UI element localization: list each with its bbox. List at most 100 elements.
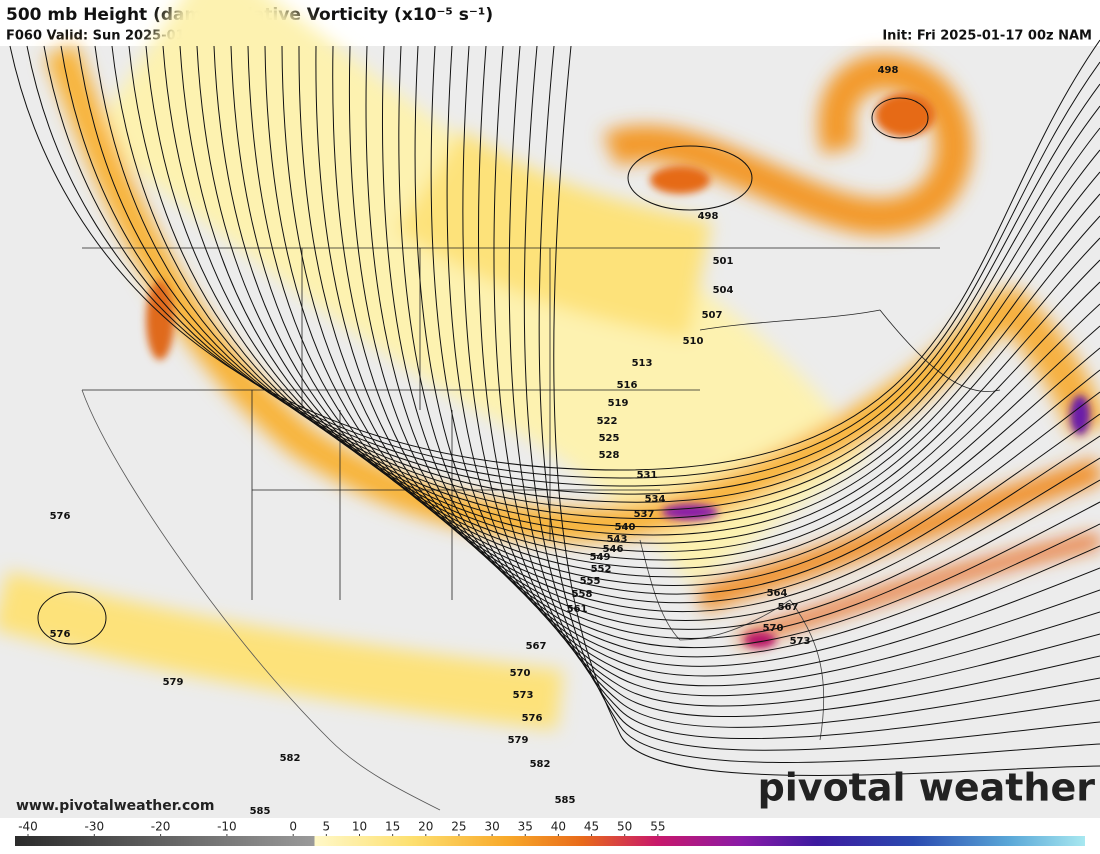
colorbar-tick-label: 15 <box>385 820 400 834</box>
contour-line <box>871 97 929 139</box>
contour-line <box>365 45 1100 649</box>
contour-line <box>298 45 1100 613</box>
contour-line <box>523 45 1100 751</box>
contour-line <box>111 45 1100 519</box>
contour-label: 579 <box>163 677 184 688</box>
contour-label: 501 <box>713 256 734 267</box>
contour-label: 573 <box>513 690 534 701</box>
contour-label: 540 <box>615 522 636 533</box>
contour-line <box>264 45 1100 595</box>
contour-label: 579 <box>508 735 529 746</box>
contour-label: 555 <box>580 576 601 587</box>
contour-line <box>196 45 1100 561</box>
contour-line <box>128 45 1100 528</box>
colorbar-tick-label: 10 <box>352 820 367 834</box>
contour-line <box>43 45 1100 487</box>
contour-label: 528 <box>599 450 620 461</box>
contour-label: 576 <box>522 713 543 724</box>
contour-label: 582 <box>280 753 301 764</box>
contour-label: 582 <box>530 759 551 770</box>
contour-line <box>627 145 753 211</box>
contour-label: 585 <box>250 806 271 817</box>
colorbar-tick-label: 25 <box>451 820 466 834</box>
contour-line <box>247 45 1100 586</box>
colorbar-tick-label: 0 <box>289 820 297 834</box>
contour-line <box>508 45 1100 740</box>
colorbar-tick-label: 55 <box>650 820 665 834</box>
contour-line <box>538 45 1100 763</box>
contour-label: 567 <box>778 602 799 613</box>
contour-line <box>281 45 1100 604</box>
brand-watermark: pivotal weather <box>758 766 1096 810</box>
contour-label: 513 <box>632 358 653 369</box>
contour-line <box>398 45 1100 667</box>
contour-line <box>213 45 1100 569</box>
colorbar-tick-label: 20 <box>418 820 433 834</box>
contour-label: 558 <box>572 589 593 600</box>
contour-line <box>493 45 1100 728</box>
contour-line <box>332 45 1100 630</box>
contour-label: 537 <box>634 509 655 520</box>
contour-label: 498 <box>698 211 719 222</box>
contour-label: 564 <box>767 588 788 599</box>
colorbar-tick-label: 30 <box>484 820 499 834</box>
colorbar-tick-label: -10 <box>217 820 237 834</box>
contour-line <box>414 45 1100 677</box>
colorbar-ticks: -40 -30 -20 -10 0 5 10 15 20 25 30 35 40 45 50 55 <box>18 820 665 836</box>
contour-label: 552 <box>591 564 612 575</box>
contour-label: 534 <box>645 494 666 505</box>
borders <box>81 247 1001 811</box>
colorbar-tick-label: 45 <box>584 820 599 834</box>
contour-label: 546 <box>603 544 624 555</box>
contour-line <box>37 591 107 645</box>
contour-label: 573 <box>790 636 811 647</box>
contour-line <box>553 45 1100 776</box>
contour-line <box>179 45 1100 552</box>
contour-line <box>462 45 1100 707</box>
height-contours <box>9 39 1100 776</box>
contour-label: 531 <box>637 470 658 481</box>
contour-label: 498 <box>878 65 899 76</box>
colorbar-tick-label: 5 <box>323 820 331 834</box>
contour-label: 504 <box>713 285 734 296</box>
contour-label: 570 <box>763 623 784 634</box>
contour-line <box>26 45 1100 479</box>
contour-line <box>162 45 1100 544</box>
contour-label: 561 <box>567 604 588 615</box>
colorbar <box>15 836 1085 846</box>
contour-label: 507 <box>702 310 723 321</box>
contour-line <box>348 45 1100 639</box>
colorbar-tick-label: 40 <box>551 820 566 834</box>
colorbar-tick-label: 50 <box>617 820 632 834</box>
contour-label: 576 <box>50 511 71 522</box>
contour-line <box>315 45 1100 621</box>
contour-label: 567 <box>526 641 547 652</box>
contour-line <box>230 45 1100 578</box>
contour-line <box>60 45 1100 495</box>
contour-label: 549 <box>590 552 611 563</box>
contour-label: 510 <box>683 336 704 347</box>
contour-line <box>77 45 1100 503</box>
contour-label: 585 <box>555 795 576 806</box>
contour-label: 576 <box>50 629 71 640</box>
contour-line <box>145 45 1100 536</box>
colorbar-tick-label: -20 <box>151 820 171 834</box>
colorbar-tick-label: -40 <box>18 820 38 834</box>
contour-label: 519 <box>608 398 629 409</box>
contour-label: 525 <box>599 433 620 444</box>
contour-label: 522 <box>597 416 618 427</box>
contour-label: 516 <box>617 380 638 391</box>
map <box>0 0 1100 818</box>
contour-line <box>94 45 1100 511</box>
init-time: Init: Fri 2025-01-17 00z NAM <box>882 29 1092 44</box>
contour-labels: 498 498 501 504 507 510 513 516 519 522 525 528 531 5… <box>50 65 899 817</box>
colorbar-tick-label: -30 <box>84 820 104 834</box>
contour-line <box>446 45 1100 697</box>
colorbar-tick-label: 35 <box>518 820 533 834</box>
contour-line <box>430 45 1100 687</box>
website: www.pivotalweather.com <box>16 798 215 814</box>
contour-label: 570 <box>510 668 531 679</box>
contour-label: 543 <box>607 534 628 545</box>
contour-line <box>381 45 1100 658</box>
